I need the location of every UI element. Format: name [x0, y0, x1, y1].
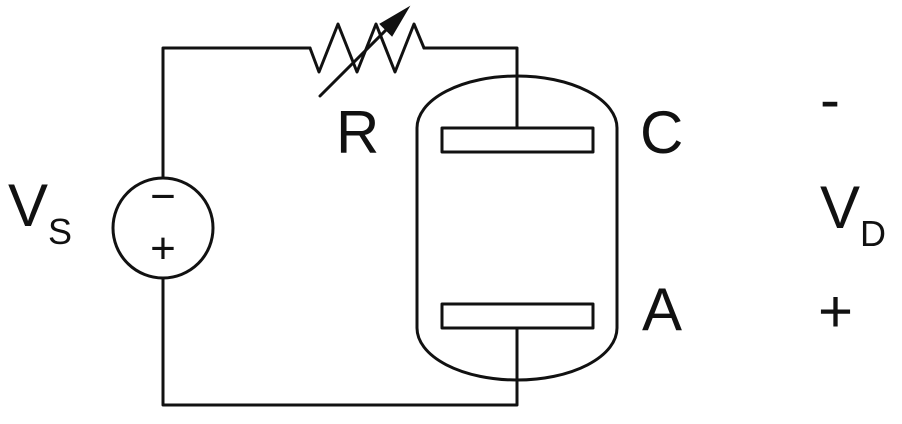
- voltage-label-main: V: [820, 174, 860, 241]
- tube-envelope: [415, 74, 619, 382]
- wire-top-right: [422, 46, 519, 130]
- wire-bottom: [161, 276, 519, 407]
- voltage-source-circle: [111, 176, 215, 280]
- source-label-sub: S: [48, 211, 72, 252]
- cathode-label: C: [640, 99, 683, 166]
- source-label-main: V: [8, 172, 48, 239]
- wire-top-left: [161, 46, 312, 180]
- voltage-label-sub: D: [860, 213, 886, 254]
- resistor-variable-arrow-line: [318, 16, 400, 98]
- resistor-variable-arrowhead: [379, 5, 411, 37]
- anode-plate: [440, 302, 595, 330]
- resistor-label: R: [336, 99, 379, 166]
- cathode-plate: [440, 126, 595, 154]
- voltage-source-plus: +: [150, 224, 176, 273]
- anode-label: A: [642, 276, 682, 343]
- voltage-plus-label: +: [818, 278, 853, 345]
- voltage-source-minus: −: [150, 172, 176, 221]
- voltage-minus-label: -: [820, 66, 840, 133]
